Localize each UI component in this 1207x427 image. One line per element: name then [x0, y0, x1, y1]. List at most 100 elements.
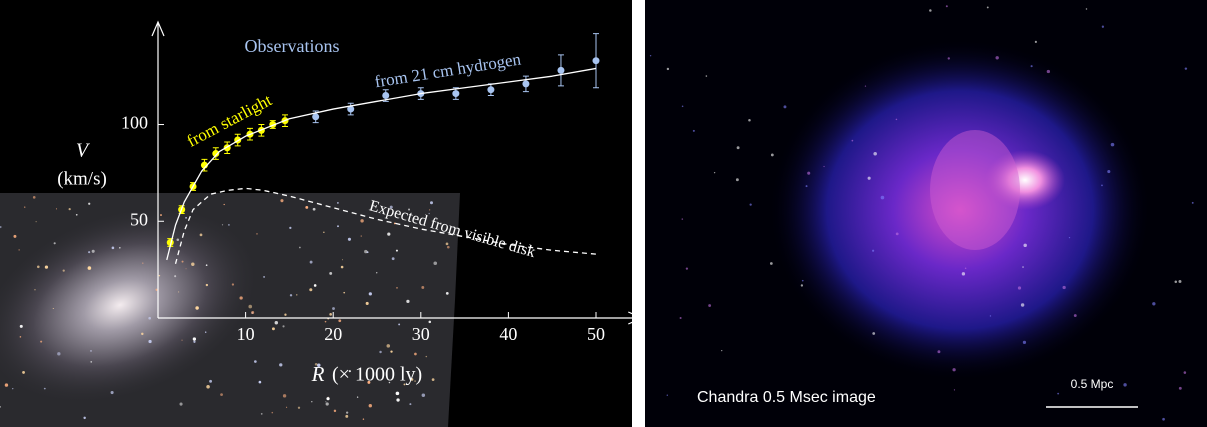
- source: [693, 130, 695, 132]
- source: [1063, 286, 1066, 289]
- source: [872, 332, 875, 335]
- data-point: [382, 92, 389, 99]
- source: [965, 268, 967, 270]
- star: [92, 250, 95, 253]
- star: [429, 209, 430, 210]
- star: [283, 394, 286, 397]
- star: [69, 208, 71, 210]
- star: [191, 263, 194, 266]
- source: [714, 172, 715, 173]
- source: [987, 6, 989, 8]
- x-tick-label: 20: [324, 324, 342, 344]
- star: [181, 340, 182, 341]
- source: [1111, 143, 1115, 147]
- star: [326, 397, 329, 400]
- star: [275, 321, 278, 324]
- source: [896, 119, 898, 121]
- star: [430, 201, 433, 204]
- source: [823, 166, 824, 167]
- source: [1101, 185, 1103, 187]
- star: [337, 202, 339, 204]
- star: [256, 233, 258, 235]
- source: [1022, 266, 1024, 268]
- star: [232, 283, 234, 285]
- source: [721, 350, 722, 351]
- star: [254, 360, 257, 363]
- star: [346, 412, 348, 414]
- star: [5, 383, 8, 386]
- star: [83, 417, 85, 419]
- star: [446, 243, 449, 246]
- star: [185, 217, 187, 219]
- source: [1184, 371, 1187, 374]
- star: [90, 350, 92, 352]
- source: [807, 172, 810, 175]
- source: [1102, 26, 1104, 28]
- star: [345, 415, 348, 418]
- source: [806, 185, 808, 187]
- star: [296, 294, 297, 295]
- star: [305, 206, 308, 209]
- x-tick-label: 10: [237, 324, 255, 344]
- source: [771, 154, 774, 157]
- source: [682, 218, 683, 219]
- star: [228, 224, 230, 226]
- star: [414, 353, 417, 356]
- star: [369, 292, 372, 295]
- star: [36, 221, 37, 222]
- star: [313, 208, 316, 211]
- star: [314, 284, 317, 287]
- star: [426, 356, 427, 357]
- star: [220, 393, 223, 396]
- star: [341, 266, 344, 269]
- star: [20, 336, 22, 338]
- source: [680, 317, 682, 319]
- figure: Chandra 0.5 Msec image 0.5 Mpc 102030405…: [0, 0, 1207, 427]
- star: [53, 308, 54, 309]
- star: [259, 381, 262, 384]
- star: [329, 272, 332, 275]
- star: [206, 264, 208, 266]
- star: [369, 404, 372, 407]
- star: [290, 294, 292, 296]
- star: [334, 410, 336, 412]
- star: [323, 232, 324, 233]
- data-point: [487, 86, 494, 93]
- star: [366, 302, 369, 305]
- star: [178, 291, 179, 292]
- star: [406, 300, 409, 303]
- star: [54, 242, 56, 244]
- data-point: [557, 67, 564, 74]
- source: [954, 389, 955, 390]
- star: [429, 321, 432, 324]
- star: [205, 332, 206, 333]
- x-tick-label: 50: [587, 324, 605, 344]
- source: [937, 350, 940, 353]
- star: [396, 250, 398, 252]
- star: [195, 306, 198, 309]
- annotation: Observations: [245, 36, 340, 56]
- star: [286, 407, 287, 408]
- source: [1162, 418, 1165, 421]
- star: [88, 203, 90, 205]
- star: [40, 341, 42, 343]
- x-tick-label: 40: [499, 324, 517, 344]
- star: [348, 238, 351, 241]
- star: [206, 284, 208, 286]
- star: [387, 233, 390, 236]
- star: [22, 371, 25, 374]
- star: [282, 325, 284, 327]
- star: [174, 275, 176, 277]
- source: [1192, 202, 1194, 204]
- source: [801, 284, 803, 286]
- source: [802, 280, 804, 282]
- source: [1069, 237, 1070, 238]
- star: [193, 341, 195, 343]
- star: [361, 235, 362, 236]
- source: [946, 5, 948, 7]
- star: [206, 385, 210, 389]
- star: [63, 270, 65, 272]
- star: [248, 305, 252, 309]
- star: [392, 257, 395, 260]
- star: [280, 199, 283, 202]
